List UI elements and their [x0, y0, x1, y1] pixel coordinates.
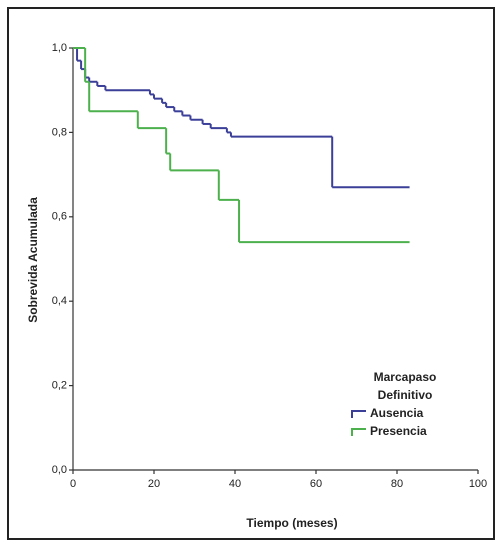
- y-tick-label: 1,0: [52, 42, 67, 54]
- frame: [7, 7, 495, 540]
- x-tick-label: 20: [148, 478, 160, 490]
- x-tick-label: 60: [310, 478, 322, 490]
- y-tick-label: 0,0: [52, 464, 67, 476]
- y-tick-label: 0,6: [52, 211, 67, 223]
- x-tick-label: 0: [70, 478, 76, 490]
- x-tick-label: 40: [229, 478, 241, 490]
- legend-swatch: [351, 410, 366, 418]
- y-tick-label: 0,2: [52, 380, 67, 392]
- y-tick-label: 0,8: [52, 126, 67, 138]
- x-tick-label: 100: [469, 478, 487, 490]
- x-tick-label: 80: [391, 478, 403, 490]
- legend-swatch: [351, 428, 366, 436]
- legend-label: Ausencia: [370, 406, 424, 420]
- legend-title: Marcapaso: [374, 370, 437, 384]
- y-axis-label: Sobrevida Acumulada: [26, 197, 40, 323]
- legend-title: Definitivo: [378, 388, 433, 402]
- legend-label: Presencia: [370, 424, 427, 438]
- y-tick-label: 0,4: [52, 295, 67, 307]
- x-axis-label: Tiempo (meses): [246, 516, 337, 530]
